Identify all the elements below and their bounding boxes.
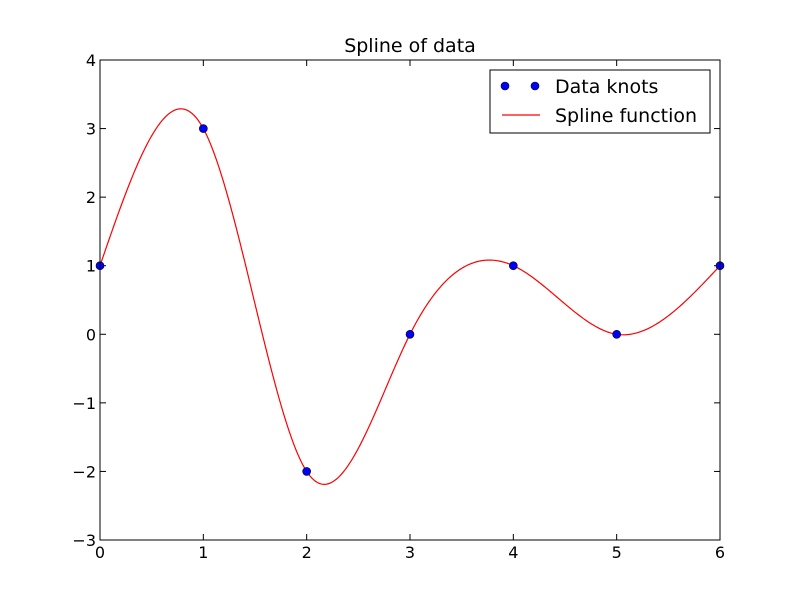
data-knot-point <box>612 329 621 339</box>
legend-marker-data-knots <box>530 81 540 91</box>
legend-marker-data-knots <box>500 81 510 91</box>
x-tick-label: 2 <box>302 543 312 562</box>
axis-ticks <box>99 59 721 541</box>
x-tick-label: 4 <box>508 543 518 562</box>
x-tick-label: 3 <box>405 543 415 562</box>
x-tick-label: 1 <box>198 543 208 562</box>
x-tick-label: 0 <box>95 543 105 562</box>
data-knot-point <box>302 467 311 476</box>
y-tick-label: 2 <box>86 188 96 207</box>
y-tick-label: 4 <box>86 51 96 70</box>
axis-tick-labels: 0 1 2 3 4 5 6 −3 −2 −1 0 1 2 3 4 <box>72 51 725 562</box>
data-knot-point <box>405 329 415 339</box>
plot-frame <box>99 59 721 541</box>
y-tick-label: 0 <box>86 325 96 344</box>
y-tick-label: −3 <box>72 531 96 550</box>
plot-area <box>100 60 720 540</box>
data-knot-point <box>199 124 208 133</box>
x-tick-label: 6 <box>715 543 725 562</box>
chart-title: Spline of data <box>344 35 476 57</box>
y-tick-label: −2 <box>72 462 96 481</box>
x-tick-label: 5 <box>612 543 622 562</box>
data-knot-point <box>509 261 518 271</box>
legend: Data knots Spline function <box>489 69 711 134</box>
legend-label-spline-function: Spline function <box>555 105 697 127</box>
y-tick-label: 3 <box>86 120 96 139</box>
y-tick-label: −1 <box>72 394 96 413</box>
legend-label-data-knots: Data knots <box>555 76 658 98</box>
legend-box <box>489 69 711 134</box>
y-tick-label: 1 <box>86 257 96 276</box>
